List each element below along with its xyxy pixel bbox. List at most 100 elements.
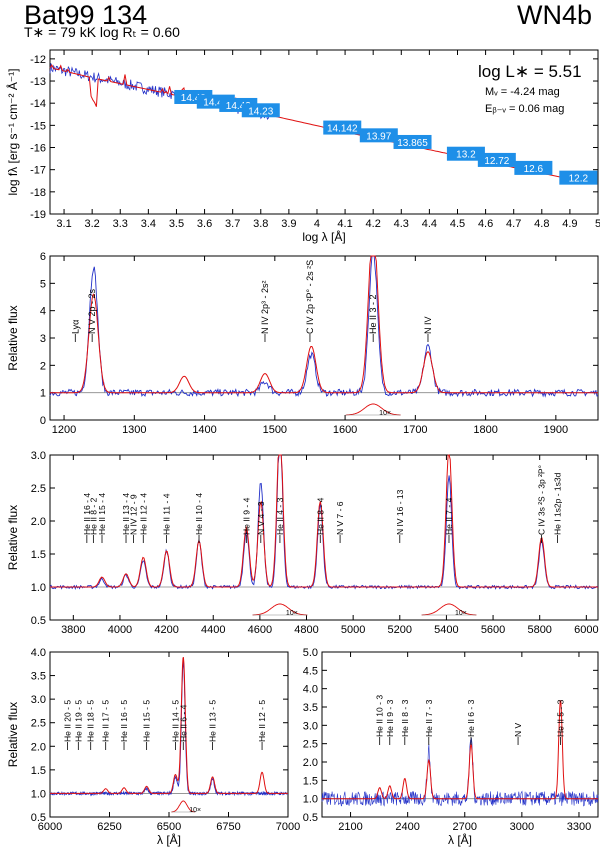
red-ytick-label: 2.5 — [31, 718, 46, 730]
nuv-xtick-label: 3000 — [510, 821, 534, 833]
nuv-line-label: He II 5 - 3 — [556, 699, 566, 737]
optical-xtick-label: 5200 — [388, 624, 412, 636]
optical-line-label: He II 9 - 4 — [241, 497, 251, 535]
sed-photometry-box — [393, 134, 432, 149]
optical-line-label: He I 1s2p - 1s3d — [552, 472, 562, 535]
sed-xtick-label: 4 — [314, 218, 320, 230]
sed-ytick-label: -17 — [30, 165, 46, 177]
uv-line-label: He II 3 - 2 — [368, 294, 378, 334]
star-name: Bat99 134 — [24, 0, 148, 30]
nuv-line-label: He II 10 - 3 — [375, 695, 385, 737]
sed-photometry-box — [323, 120, 362, 135]
uv-ytick-label: 4 — [40, 306, 46, 318]
uv-xtick-label: 1900 — [544, 424, 568, 436]
sed-photometry-box — [241, 103, 280, 118]
optical-ylabel: Relative flux — [6, 505, 20, 570]
sed-xtick-label: 4.6 — [478, 218, 493, 230]
nuv-ytick-label: 3.5 — [303, 702, 318, 714]
optical-line-label: He II 12 - 4 — [138, 493, 148, 535]
red-inset-profile — [171, 800, 196, 813]
sed-xtick-label: 3.4 — [141, 218, 156, 230]
optical-inset-profile — [421, 603, 477, 616]
nuv-ytick-label: 4.0 — [303, 684, 318, 696]
red-line-label: He II 16 - 5 — [119, 700, 129, 742]
sed-xtick-label: 3.9 — [281, 218, 296, 230]
uv-line-label: N IV — [423, 316, 433, 334]
sed-xtick-label: 4.5 — [450, 218, 465, 230]
uv-line-label: C IV 2p ²P° - 2s ²S — [305, 260, 315, 334]
nuv-xtick-label: 2700 — [453, 821, 477, 833]
sed-absolute-mag: Mᵥ = -4.24 mag — [485, 86, 560, 98]
optical-xtick-label: 4200 — [154, 624, 178, 636]
sed-xtick-label: 4.1 — [337, 218, 352, 230]
red-line-label: He II 15 - 5 — [142, 700, 152, 742]
sed-xtick-label: 4.4 — [422, 218, 437, 230]
red-xtick-label: 6000 — [38, 821, 62, 833]
red-ytick-label: 3.0 — [31, 694, 46, 706]
red-line-label: He II 13 - 5 — [208, 700, 218, 742]
optical-line-label: N V 7 - 6 — [335, 501, 345, 535]
red-line-label: He II 20 - 5 — [63, 700, 73, 742]
optical-xtick-label: 5000 — [341, 624, 365, 636]
red-xtick-label: 6500 — [157, 821, 181, 833]
sed-xtick-label: 3.5 — [169, 218, 184, 230]
uv-ylabel: Relative flux — [6, 305, 20, 370]
uv-inset-label: 10× — [379, 410, 391, 417]
sed-xtick-label: 3.1 — [56, 218, 71, 230]
optical-ytick-label: 0.5 — [31, 615, 46, 627]
sed-xtick-label: 4.7 — [506, 218, 521, 230]
uv-xtick-label: 1300 — [122, 424, 146, 436]
sed-xtick-label: 3.8 — [253, 218, 268, 230]
sed-xtick-label: 4.9 — [562, 218, 577, 230]
nuv-xtick-label: 2100 — [338, 821, 362, 833]
sed-photometry-label: 13.97 — [366, 131, 391, 142]
optical-line-label: He II 8 - 4 — [315, 497, 325, 535]
nuv-line-label: He II 9 - 3 — [385, 699, 395, 737]
nuv-line-label: He II 7 - 3 — [424, 699, 434, 737]
red-ytick-label: 1.5 — [31, 765, 46, 777]
nuv-xtick-label: 3300 — [567, 821, 591, 833]
sed-ytick-label: -19 — [30, 209, 46, 221]
sed-ytick-label: -14 — [30, 98, 46, 110]
optical-frame — [49, 454, 599, 621]
nuv-xtick-label: 2400 — [395, 821, 419, 833]
uv-xtick-label: 1400 — [192, 424, 216, 436]
optical-xtick-label: 5400 — [434, 624, 458, 636]
uv-frame — [49, 255, 599, 421]
sed-xtick-label: 3.2 — [85, 218, 100, 230]
sed-xtick-label: 5 — [595, 218, 600, 230]
sed-photometry-box — [359, 128, 398, 143]
optical-line-label: He II 10 - 4 — [194, 493, 204, 535]
optical-ytick-label: 3.0 — [31, 450, 46, 462]
sed-photometry-box — [514, 160, 553, 175]
nuv-ytick-label: 0.5 — [303, 812, 318, 824]
uv-inset-profile — [345, 403, 401, 416]
optical-line-label: He II 4 - 3 — [275, 497, 285, 535]
optical-xtick-label: 4800 — [294, 624, 318, 636]
sed-xtick-label: 4.8 — [534, 218, 549, 230]
sed-photometry-box — [446, 146, 485, 161]
uv-line-label: N V 2p - 2s — [87, 288, 97, 334]
sed-photometry-label: 13.2 — [456, 150, 476, 161]
red-line-label: He II 12 - 5 — [257, 700, 267, 742]
sed-photometry-label: 13.865 — [397, 138, 428, 149]
optical-line-label: He II 11 - 4 — [162, 493, 172, 535]
sed-photometry-label: 14.43 — [226, 101, 251, 112]
sed-photometry-label: 14.42 — [203, 98, 228, 109]
uv-xtick-label: 1600 — [333, 424, 357, 436]
red-ytick-label: 3.5 — [31, 671, 46, 683]
sed-xlabel: log λ [Å] — [302, 229, 345, 244]
sed-ytick-label: -15 — [30, 120, 46, 132]
uv-ytick-label: 3 — [40, 333, 46, 345]
nuv-model-spectrum — [322, 700, 598, 800]
nuv-ytick-label: 1.0 — [303, 794, 318, 806]
red-inset-label: 10× — [189, 807, 201, 814]
sed-xtick-label: 3.6 — [197, 218, 212, 230]
red-xlabel: λ [Å] — [157, 832, 181, 847]
optical-xtick-label: 4600 — [248, 624, 272, 636]
red-line-label: He II 17 - 5 — [101, 700, 111, 742]
optical-xtick-label: 4400 — [201, 624, 225, 636]
uv-observed-spectrum — [49, 255, 599, 398]
uv-xtick-label: 1700 — [403, 424, 427, 436]
uv-ytick-label: 0 — [40, 415, 46, 427]
